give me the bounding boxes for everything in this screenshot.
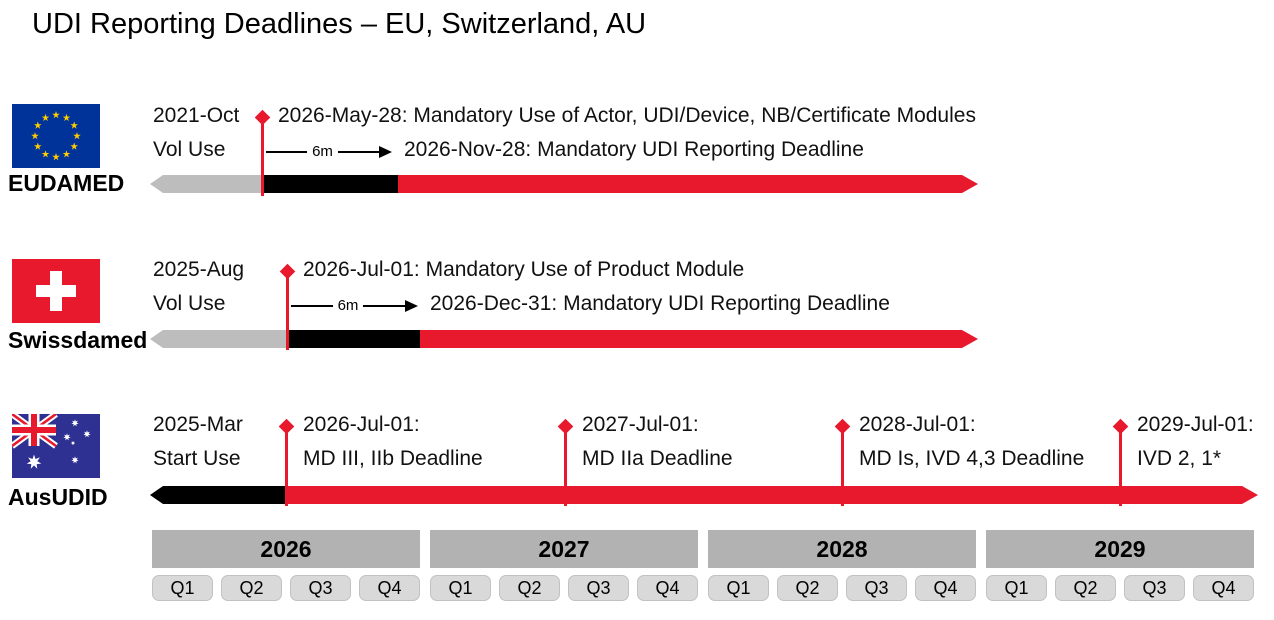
milestone-text: 2026-Nov-28: Mandatory UDI Reporting Dea…: [404, 138, 864, 161]
milestone-line: [841, 427, 844, 506]
year-group-2026: 2026 Q1 Q2 Q3 Q4: [152, 530, 420, 601]
eu-flag-icon: [12, 104, 100, 168]
bar-segment-mandatory: [420, 330, 978, 348]
year-band: 2028: [708, 530, 976, 568]
arrow-head-icon: [379, 146, 392, 158]
quarter-cell: Q3: [568, 575, 629, 601]
quarter-cell: Q1: [152, 575, 213, 601]
row-label-ausudid: AusUDID: [8, 484, 108, 510]
swiss-flag-icon: [12, 259, 100, 323]
quarter-cell: Q4: [1193, 575, 1254, 601]
start-mode-label: Vol Use: [153, 138, 226, 161]
start-mode-label: Start Use: [153, 447, 241, 470]
quarter-cell: Q2: [221, 575, 282, 601]
milestone-line: [261, 118, 264, 196]
quarter-cell: Q4: [915, 575, 976, 601]
bar-segment-mandatory: [398, 175, 978, 193]
page-title: UDI Reporting Deadlines – EU, Switzerlan…: [32, 8, 647, 40]
australia-flag-icon: [12, 414, 100, 478]
milestone-text: 2026-May-28: Mandatory Use of Actor, UDI…: [278, 104, 976, 127]
milestone-desc: MD Is, IVD 4,3 Deadline: [859, 447, 1085, 470]
arrow-line: [291, 304, 333, 308]
gap-label: 6m: [337, 297, 359, 314]
quarter-row: Q1 Q2 Q3 Q4: [708, 575, 976, 601]
year-group-2029: 2029 Q1 Q2 Q3 Q4: [986, 530, 1254, 601]
start-date-label: 2025-Mar: [153, 413, 243, 436]
start-date-label: 2021-Oct: [153, 104, 240, 127]
quarter-row: Q1 Q2 Q3 Q4: [430, 575, 698, 601]
quarter-cell: Q1: [986, 575, 1047, 601]
quarter-cell: Q1: [430, 575, 491, 601]
milestone-date: 2028-Jul-01:: [859, 413, 976, 436]
arrow-head-icon: [405, 300, 418, 312]
milestone-text: 2026-Dec-31: Mandatory UDI Reporting Dea…: [430, 292, 890, 315]
quarter-cell: Q2: [1055, 575, 1116, 601]
milestone-desc: IVD 2, 1*: [1137, 447, 1222, 470]
year-group-2028: 2028 Q1 Q2 Q3 Q4: [708, 530, 976, 601]
milestone-line: [1119, 427, 1122, 506]
bar-segment-voluntary: [150, 330, 288, 348]
milestone-line: [286, 272, 289, 350]
quarter-cell: Q4: [637, 575, 698, 601]
milestone-text: 2026-Jul-01: Mandatory Use of Product Mo…: [303, 258, 745, 281]
quarter-cell: Q4: [359, 575, 420, 601]
row-label-eudamed: EUDAMED: [8, 170, 125, 196]
arrow-line: [337, 150, 379, 154]
gap-arrow: 6m: [266, 143, 392, 160]
row-label-swissdamed: Swissdamed: [8, 327, 148, 353]
milestone-desc: MD III, IIb Deadline: [303, 447, 483, 470]
start-mode-label: Vol Use: [153, 292, 226, 315]
quarter-cell: Q3: [846, 575, 907, 601]
quarter-cell: Q3: [290, 575, 351, 601]
milestone-desc: MD IIa Deadline: [582, 447, 733, 470]
milestone-date: 2026-Jul-01:: [303, 413, 420, 436]
bar-segment-mandatory: [287, 486, 1258, 504]
bar-segment-transition: [288, 330, 420, 348]
milestone-line: [285, 427, 288, 506]
quarter-row: Q1 Q2 Q3 Q4: [152, 575, 420, 601]
year-band: 2026: [152, 530, 420, 568]
quarter-cell: Q2: [499, 575, 560, 601]
bar-segment-start: [150, 486, 287, 504]
arrow-line: [266, 150, 308, 154]
bar-segment-transition: [263, 175, 398, 193]
milestone-date: 2029-Jul-01:: [1137, 413, 1254, 436]
quarter-cell: Q1: [708, 575, 769, 601]
year-band: 2027: [430, 530, 698, 568]
quarter-row: Q1 Q2 Q3 Q4: [986, 575, 1254, 601]
milestone-line: [564, 427, 567, 506]
gap-arrow: 6m: [291, 297, 418, 314]
year-group-2027: 2027 Q1 Q2 Q3 Q4: [430, 530, 698, 601]
gap-label: 6m: [312, 143, 333, 160]
year-band: 2029: [986, 530, 1254, 568]
start-date-label: 2025-Aug: [153, 258, 245, 281]
quarter-cell: Q3: [1124, 575, 1185, 601]
bar-segment-voluntary: [150, 175, 263, 193]
quarter-cell: Q2: [777, 575, 838, 601]
milestone-date: 2027-Jul-01:: [582, 413, 699, 436]
arrow-line: [363, 304, 405, 308]
